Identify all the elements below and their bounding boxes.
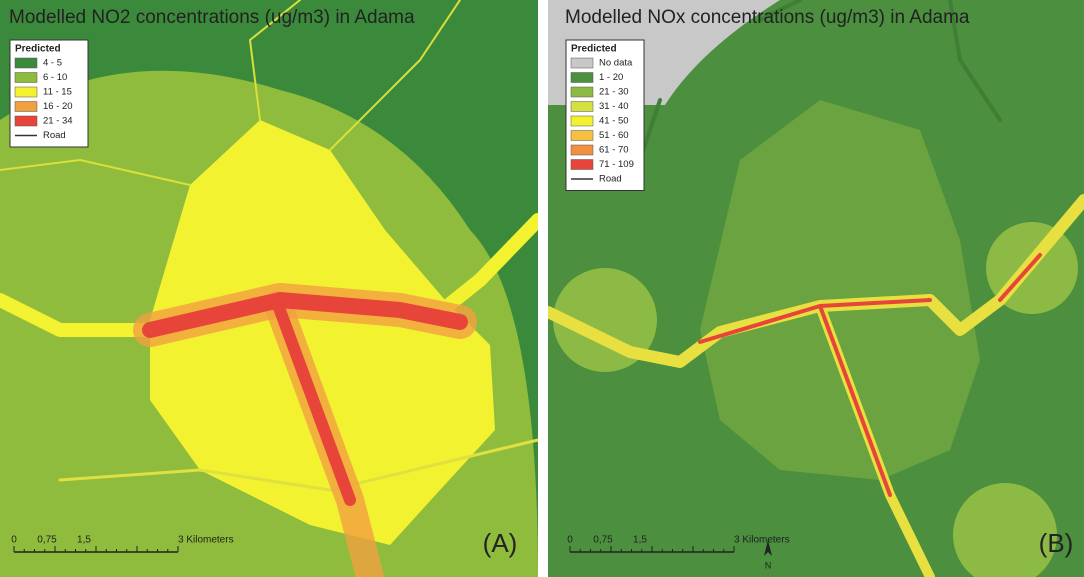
- legend-label: 11 - 15: [43, 87, 72, 98]
- scale-label: 1,5: [633, 535, 647, 546]
- legend-label: No data: [599, 58, 633, 69]
- legend-swatch: [570, 130, 594, 141]
- panel-label: (A): [483, 528, 518, 558]
- legend-label: 16 - 20: [43, 101, 73, 112]
- legend-label: 41 - 50: [599, 116, 629, 127]
- legend-label: 21 - 34: [43, 116, 73, 127]
- scale-label: 3 Kilometers: [178, 535, 234, 546]
- legend-swatch: [570, 144, 594, 156]
- legend-swatch: [570, 72, 594, 83]
- legend-label: 71 - 109: [599, 159, 634, 170]
- legend-label: 31 - 40: [599, 101, 629, 112]
- north-arrow: [764, 540, 772, 556]
- scale-label: 0,75: [593, 535, 613, 546]
- legend-label: 51 - 60: [599, 130, 629, 141]
- legend-label: 1 - 20: [599, 72, 623, 83]
- map-a: [0, 0, 545, 577]
- legend-label: 4 - 5: [43, 58, 62, 69]
- scale-label: 0: [567, 535, 573, 546]
- legend-swatch: [570, 86, 594, 98]
- scale-label: 0: [11, 535, 17, 546]
- legend-swatch: [14, 115, 38, 127]
- legend-swatch: [14, 72, 38, 83]
- scale-label: 3 Kilometers: [734, 535, 790, 546]
- legend-label: 21 - 30: [599, 87, 629, 98]
- legend-swatch: [14, 86, 38, 98]
- legend-swatch: [570, 101, 594, 112]
- legend-label: Road: [599, 174, 622, 185]
- legend-title: Predicted: [15, 44, 61, 55]
- legend-swatch: [14, 101, 38, 112]
- legend-label: 6 - 10: [43, 72, 67, 83]
- legend-swatch: [570, 115, 594, 127]
- panel-label: (B): [1039, 528, 1074, 558]
- legend-label: 61 - 70: [599, 145, 629, 156]
- north-label: N: [765, 560, 772, 570]
- legend-label: Road: [43, 130, 66, 141]
- legend-swatch: [570, 57, 594, 69]
- legend-swatch: [570, 159, 594, 170]
- legend-title: Predicted: [571, 44, 617, 55]
- panel-title: Modelled NO2 concentrations (ug/m3) in A…: [9, 7, 415, 28]
- panel-title: Modelled NOx concentrations (ug/m3) in A…: [565, 7, 970, 28]
- legend-swatch: [14, 57, 38, 69]
- scale-label: 1,5: [77, 535, 91, 546]
- scale-label: 0,75: [37, 535, 57, 546]
